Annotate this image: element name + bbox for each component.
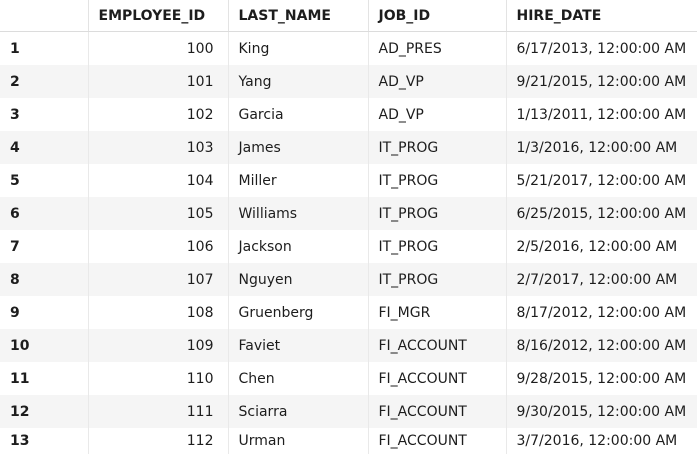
cell-employee-id[interactable]: 100 [88, 31, 229, 65]
row-number: 12 [0, 395, 89, 428]
table-row[interactable]: 13 112 Urman FI_ACCOUNT 3/7/2016, 12:00:… [0, 428, 697, 454]
cell-job-id[interactable]: AD_PRES [368, 31, 507, 65]
table-row[interactable]: 12 111 Sciarra FI_ACCOUNT 9/30/2015, 12:… [0, 395, 697, 428]
cell-job-id[interactable]: AD_VP [368, 98, 507, 131]
header-row: EMPLOYEE_ID LAST_NAME JOB_ID HIRE_DATE [0, 0, 697, 32]
cell-hire-date[interactable]: 6/25/2015, 12:00:00 AM [506, 197, 697, 230]
table-row[interactable]: 11 110 Chen FI_ACCOUNT 9/28/2015, 12:00:… [0, 362, 697, 395]
cell-hire-date[interactable]: 2/5/2016, 12:00:00 AM [506, 230, 697, 263]
cell-employee-id[interactable]: 108 [88, 296, 229, 329]
cell-last-name[interactable]: Williams [228, 197, 369, 230]
cell-job-id[interactable]: FI_MGR [368, 296, 507, 329]
cell-job-id[interactable]: FI_ACCOUNT [368, 329, 507, 362]
cell-last-name[interactable]: Gruenberg [228, 296, 369, 329]
cell-last-name[interactable]: Yang [228, 65, 369, 98]
table-row[interactable]: 4 103 James IT_PROG 1/3/2016, 12:00:00 A… [0, 131, 697, 164]
cell-job-id[interactable]: FI_ACCOUNT [368, 395, 507, 428]
cell-hire-date[interactable]: 2/7/2017, 12:00:00 AM [506, 263, 697, 296]
column-header-employee-id[interactable]: EMPLOYEE_ID [88, 0, 229, 32]
table-row[interactable]: 2 101 Yang AD_VP 9/21/2015, 12:00:00 AM [0, 65, 697, 98]
cell-last-name[interactable]: King [228, 31, 369, 65]
cell-employee-id[interactable]: 109 [88, 329, 229, 362]
cell-last-name[interactable]: Sciarra [228, 395, 369, 428]
table-row[interactable]: 7 106 Jackson IT_PROG 2/5/2016, 12:00:00… [0, 230, 697, 263]
column-header-hire-date[interactable]: HIRE_DATE [506, 0, 697, 32]
row-number: 11 [0, 362, 89, 395]
table-row[interactable]: 10 109 Faviet FI_ACCOUNT 8/16/2012, 12:0… [0, 329, 697, 362]
table-row[interactable]: 8 107 Nguyen IT_PROG 2/7/2017, 12:00:00 … [0, 263, 697, 296]
row-number: 3 [0, 98, 89, 131]
table-row[interactable]: 5 104 Miller IT_PROG 5/21/2017, 12:00:00… [0, 164, 697, 197]
row-number: 4 [0, 131, 89, 164]
table-row[interactable]: 6 105 Williams IT_PROG 6/25/2015, 12:00:… [0, 197, 697, 230]
cell-employee-id[interactable]: 111 [88, 395, 229, 428]
row-number: 2 [0, 65, 89, 98]
cell-employee-id[interactable]: 110 [88, 362, 229, 395]
table-row[interactable]: 3 102 Garcia AD_VP 1/13/2011, 12:00:00 A… [0, 98, 697, 131]
cell-hire-date[interactable]: 8/16/2012, 12:00:00 AM [506, 329, 697, 362]
row-number: 1 [0, 31, 89, 65]
cell-job-id[interactable]: IT_PROG [368, 131, 507, 164]
row-number: 13 [0, 428, 89, 454]
cell-last-name[interactable]: Jackson [228, 230, 369, 263]
cell-last-name[interactable]: Chen [228, 362, 369, 395]
cell-employee-id[interactable]: 101 [88, 65, 229, 98]
table-row[interactable]: 9 108 Gruenberg FI_MGR 8/17/2012, 12:00:… [0, 296, 697, 329]
cell-hire-date[interactable]: 3/7/2016, 12:00:00 AM [506, 428, 697, 454]
cell-last-name[interactable]: James [228, 131, 369, 164]
cell-job-id[interactable]: FI_ACCOUNT [368, 428, 507, 454]
cell-hire-date[interactable]: 1/3/2016, 12:00:00 AM [506, 131, 697, 164]
cell-job-id[interactable]: IT_PROG [368, 164, 507, 197]
cell-hire-date[interactable]: 9/28/2015, 12:00:00 AM [506, 362, 697, 395]
row-number: 6 [0, 197, 89, 230]
row-number: 10 [0, 329, 89, 362]
cell-employee-id[interactable]: 103 [88, 131, 229, 164]
row-number: 8 [0, 263, 89, 296]
cell-job-id[interactable]: AD_VP [368, 65, 507, 98]
cell-last-name[interactable]: Garcia [228, 98, 369, 131]
cell-last-name[interactable]: Urman [228, 428, 369, 454]
cell-employee-id[interactable]: 106 [88, 230, 229, 263]
cell-employee-id[interactable]: 112 [88, 428, 229, 454]
column-header-job-id[interactable]: JOB_ID [368, 0, 507, 32]
cell-hire-date[interactable]: 9/21/2015, 12:00:00 AM [506, 65, 697, 98]
cell-hire-date[interactable]: 8/17/2012, 12:00:00 AM [506, 296, 697, 329]
row-number: 5 [0, 164, 89, 197]
cell-job-id[interactable]: IT_PROG [368, 230, 507, 263]
cell-job-id[interactable]: IT_PROG [368, 197, 507, 230]
cell-hire-date[interactable]: 1/13/2011, 12:00:00 AM [506, 98, 697, 131]
cell-employee-id[interactable]: 105 [88, 197, 229, 230]
cell-hire-date[interactable]: 5/21/2017, 12:00:00 AM [506, 164, 697, 197]
cell-job-id[interactable]: FI_ACCOUNT [368, 362, 507, 395]
cell-employee-id[interactable]: 107 [88, 263, 229, 296]
cell-hire-date[interactable]: 9/30/2015, 12:00:00 AM [506, 395, 697, 428]
cell-employee-id[interactable]: 104 [88, 164, 229, 197]
row-number: 9 [0, 296, 89, 329]
cell-last-name[interactable]: Miller [228, 164, 369, 197]
column-header-last-name[interactable]: LAST_NAME [228, 0, 369, 32]
cell-job-id[interactable]: IT_PROG [368, 263, 507, 296]
cell-last-name[interactable]: Nguyen [228, 263, 369, 296]
row-number: 7 [0, 230, 89, 263]
column-header-rownum [0, 0, 89, 32]
cell-hire-date[interactable]: 6/17/2013, 12:00:00 AM [506, 31, 697, 65]
table-row[interactable]: 1 100 King AD_PRES 6/17/2013, 12:00:00 A… [0, 31, 697, 65]
cell-last-name[interactable]: Faviet [228, 329, 369, 362]
cell-employee-id[interactable]: 102 [88, 98, 229, 131]
